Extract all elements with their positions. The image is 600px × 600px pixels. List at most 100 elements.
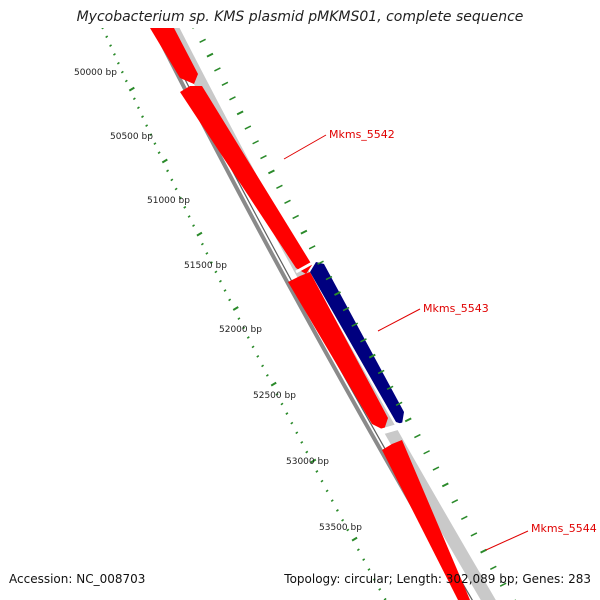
ruler-minor-tick — [285, 412, 289, 415]
outer-tick — [206, 52, 214, 58]
outer-tick — [192, 28, 195, 29]
ruler-minor-tick — [320, 479, 324, 483]
label-leader-line — [283, 134, 327, 160]
ruler-minor-tick — [378, 587, 382, 591]
ruler-minor-tick — [209, 261, 213, 265]
outer-tick — [284, 199, 291, 205]
ruler-minor-tick — [330, 499, 334, 503]
outer-tick — [267, 169, 275, 175]
gene-label-Mkms_5543[interactable]: Mkms_5543 — [423, 302, 489, 315]
outer-tick-marks — [192, 28, 517, 600]
outer-tick — [480, 548, 488, 554]
ruler-minor-tick — [280, 402, 284, 406]
ruler-minor-tick — [105, 35, 109, 39]
label-leader-line — [485, 530, 529, 551]
ruler-minor-tick — [261, 364, 265, 368]
ruler-minor-tick — [153, 142, 157, 146]
ruler-minor-tick — [256, 354, 260, 358]
ruler-major-tick — [128, 86, 135, 92]
gene-feature[interactable] — [288, 272, 388, 430]
outer-tick — [221, 81, 229, 87]
ruler-minor-tick — [300, 441, 304, 444]
outer-tick — [244, 125, 252, 130]
outer-tick — [236, 110, 244, 116]
outer-tick — [252, 140, 259, 145]
ruler-minor-tick — [246, 336, 250, 339]
ruler-minor-tick — [275, 393, 279, 396]
ruler-minor-tick — [341, 518, 345, 522]
ruler-minor-tick — [157, 151, 161, 155]
outer-tick — [300, 229, 308, 235]
ruler-minor-tick — [356, 548, 360, 552]
ruler-minor-tick — [141, 115, 144, 119]
map-title: Mycobacterium sp. KMS plasmid pMKMS01, c… — [76, 9, 524, 25]
label-leader-line — [377, 308, 421, 332]
ruler-major-tick — [232, 306, 239, 311]
ruler-label: 50500 bp — [110, 132, 153, 142]
gene-feature[interactable] — [150, 28, 198, 84]
outer-tick — [325, 275, 333, 281]
outer-tick — [260, 154, 267, 160]
ruler-major-tick — [310, 458, 317, 464]
gene-label-Mkms_5544[interactable]: Mkms_5544 — [531, 522, 597, 535]
ruler-label: 51500 bp — [184, 261, 227, 271]
outer-tick — [229, 96, 236, 101]
outer-tick — [414, 433, 421, 439]
ruler-minor-tick — [120, 70, 124, 74]
outer-tick — [342, 306, 350, 312]
outer-tick — [404, 417, 412, 423]
outer-tick — [368, 353, 376, 359]
outer-tick — [386, 385, 394, 391]
outer-tick — [292, 214, 299, 220]
ruler-minor-tick — [295, 431, 299, 435]
ruler-label: 53500 bp — [319, 523, 362, 533]
ruler-minor-tick — [149, 133, 153, 137]
ruler-minor-tick — [223, 289, 227, 292]
ruler-minor-tick — [200, 242, 204, 246]
ruler-label: 50000 bp — [74, 68, 117, 78]
ruler-minor-tick — [116, 61, 120, 65]
gene-feature-Mkms_5544[interactable] — [382, 440, 470, 600]
outer-tick — [460, 515, 468, 521]
ruler-minor-tick — [170, 178, 174, 182]
ruler-minor-tick — [132, 97, 136, 101]
ruler-label: 52500 bp — [253, 391, 296, 401]
ruler-minor-tick — [101, 28, 105, 30]
gene-feature-Mkms_5542[interactable] — [180, 86, 312, 274]
outer-tick — [489, 565, 497, 571]
gene-gap — [295, 260, 315, 274]
ruler-major-tick — [351, 536, 358, 542]
outer-tick — [308, 245, 316, 250]
outer-tick — [451, 499, 459, 504]
ruler-minor-tick — [124, 79, 128, 83]
ruler-minor-tick — [218, 279, 222, 283]
ruler-minor-tick — [178, 196, 182, 200]
ruler-minor-tick — [367, 568, 371, 571]
outer-tick — [317, 260, 324, 265]
gene-feature-Mkms_5543[interactable] — [310, 262, 404, 424]
ruler-major-tick — [196, 231, 203, 237]
ruler-minor-tick — [346, 528, 350, 532]
ruler-minor-tick — [205, 251, 209, 255]
ruler-minor-tick — [174, 187, 178, 191]
ruler-minor-tick — [362, 558, 366, 561]
outer-tick — [199, 38, 206, 44]
ruler-minor-tick — [166, 169, 170, 173]
ruler-minor-tick — [136, 106, 140, 110]
ruler-minor-tick — [325, 489, 329, 493]
outer-tick — [360, 338, 367, 343]
gene-label-Mkms_5542[interactable]: Mkms_5542 — [329, 128, 395, 141]
ruler-minor-tick — [237, 317, 241, 321]
ruler-minor-tick — [112, 53, 116, 56]
ruler-minor-tick — [251, 345, 255, 349]
outer-tick — [351, 322, 359, 327]
ruler-labels: 50000 bp 50500 bp 51000 bp 51500 bp 5200… — [74, 68, 362, 533]
ruler-major-tick — [270, 381, 277, 387]
ruler-minor-tick — [305, 450, 309, 454]
inner-ruler-ticks — [101, 28, 387, 600]
outer-tick — [470, 532, 478, 537]
outer-tick — [276, 184, 283, 190]
ruler-minor-tick — [242, 326, 246, 330]
outer-tick — [441, 482, 449, 488]
